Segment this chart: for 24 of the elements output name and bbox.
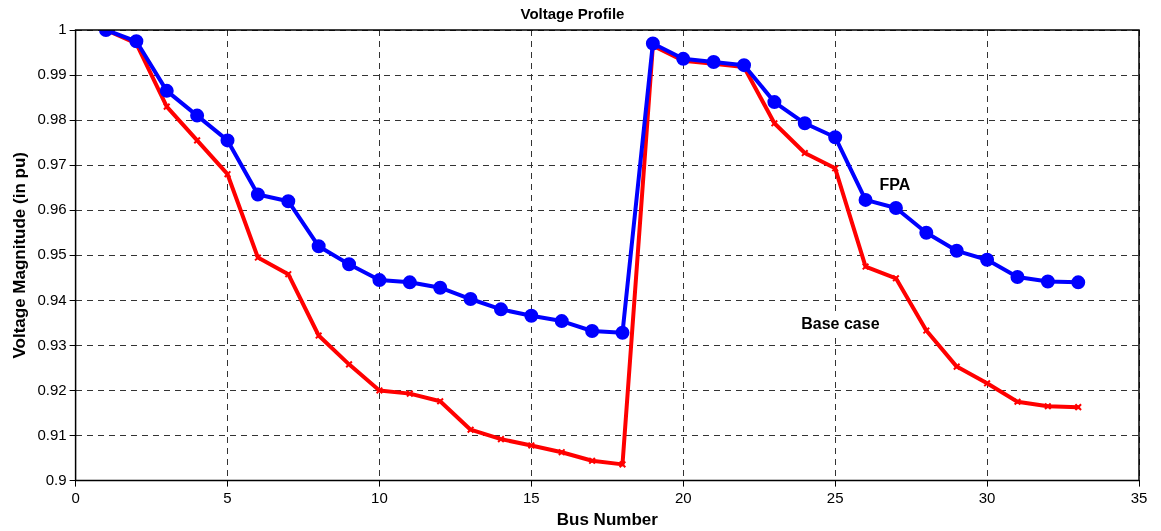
y-axis-title: Voltage Magnitude (in pu) (9, 152, 29, 359)
y-tick-label: 0.99 (37, 65, 67, 83)
y-tick-label: 0.91 (37, 425, 67, 443)
y-tick-label: 0.96 (37, 200, 67, 218)
y-tick-label: 0.98 (37, 110, 67, 128)
x-tick-label: 20 (674, 488, 692, 506)
x-tick-label: 35 (1130, 488, 1148, 506)
text: Base case (801, 314, 880, 332)
y-tick-label: 0.9 (45, 470, 67, 488)
y-tick-label: 0.95 (37, 245, 67, 263)
x-tick-label: 0 (71, 488, 80, 506)
x-tick-label: 25 (826, 488, 844, 506)
x-tick-label: 30 (978, 488, 996, 506)
x-tick-label: 15 (523, 488, 540, 506)
x-axis-title: Bus Number (556, 510, 659, 530)
x-tick-label: 10 (371, 488, 388, 506)
y-tick-label: 0.97 (37, 155, 67, 173)
y-tick-label: 0.93 (37, 335, 67, 353)
x-tick-label: 5 (223, 488, 232, 506)
y-tick-label: 0.94 (37, 290, 67, 308)
series-label: FPA (879, 176, 911, 194)
y-tick-label: 0.92 (37, 380, 67, 398)
y-tick-label: 1 (58, 20, 67, 38)
chart-title: Voltage Profile (520, 5, 625, 23)
